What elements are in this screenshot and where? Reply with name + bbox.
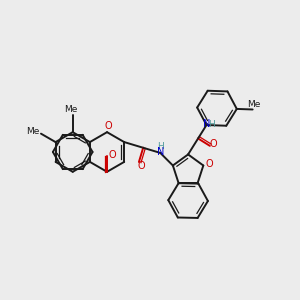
- Text: O: O: [137, 161, 145, 171]
- Text: O: O: [206, 158, 213, 169]
- Text: H: H: [157, 142, 164, 152]
- Text: O: O: [108, 150, 116, 160]
- Text: Me: Me: [247, 100, 260, 109]
- Text: O: O: [210, 139, 218, 149]
- Text: H: H: [208, 120, 215, 129]
- Text: N: N: [157, 147, 164, 157]
- Text: N: N: [203, 119, 211, 129]
- Text: Me: Me: [64, 105, 77, 114]
- Text: Me: Me: [26, 127, 40, 136]
- Text: O: O: [104, 121, 112, 131]
